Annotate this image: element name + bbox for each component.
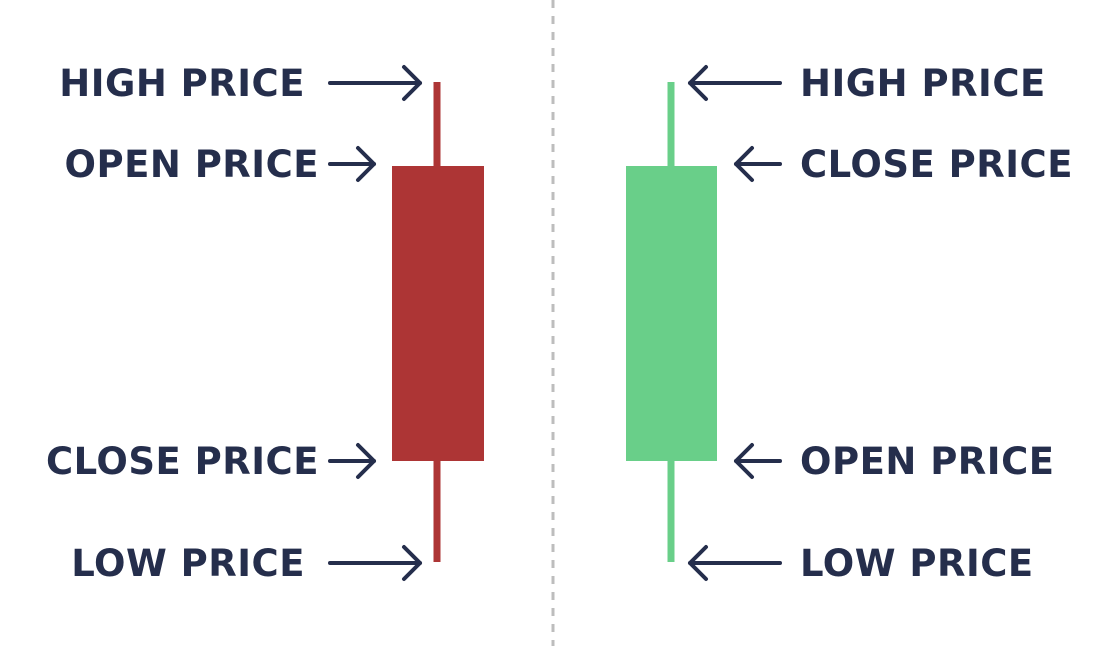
arrow-left-icon — [688, 65, 782, 101]
bearish-candlestick — [392, 82, 484, 562]
arrow-left-icon — [734, 146, 782, 182]
bearish-high-label: HIGH PRICE — [59, 62, 305, 105]
bullish-close-label: CLOSE PRICE — [800, 143, 1073, 186]
arrow-right-icon — [328, 146, 376, 182]
bullish-candlestick — [626, 82, 717, 562]
bullish-open-label: OPEN PRICE — [800, 440, 1055, 483]
arrow-right-icon — [328, 545, 422, 581]
arrow-right-icon — [328, 65, 422, 101]
arrow-left-icon — [688, 545, 782, 581]
arrow-left-icon — [734, 443, 782, 479]
bearish-close-label: CLOSE PRICE — [46, 440, 319, 483]
bullish-candle-body — [626, 166, 717, 461]
bearish-candle-body — [392, 166, 484, 461]
bearish-low-label: LOW PRICE — [71, 542, 305, 585]
bearish-open-label: OPEN PRICE — [64, 143, 319, 186]
arrow-right-icon — [328, 443, 376, 479]
bullish-high-label: HIGH PRICE — [800, 62, 1046, 105]
bullish-low-label: LOW PRICE — [800, 542, 1034, 585]
